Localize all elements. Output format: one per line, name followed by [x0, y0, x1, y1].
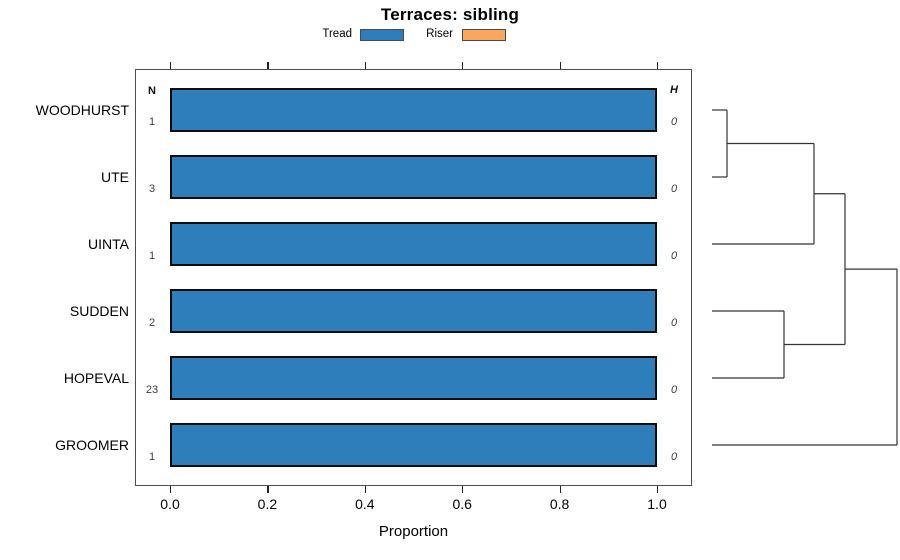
h-value: 0	[670, 451, 678, 463]
h-value: 0	[670, 183, 678, 195]
bar-segment-tread	[170, 356, 657, 400]
axis-tick-top	[559, 62, 561, 69]
category-label: WOODHURST	[35, 102, 129, 118]
axis-tick-bottom	[170, 486, 172, 493]
legend-label-tread: Tread	[322, 28, 352, 40]
axis-tick-bottom	[559, 486, 561, 493]
category-label: HOPEVAL	[63, 370, 129, 386]
bar-segment-tread	[170, 423, 657, 467]
category-label: SUDDEN	[69, 303, 129, 319]
axis-tick-bottom	[364, 486, 367, 493]
axis-tick-top	[267, 62, 269, 69]
x-tick-label: 0.6	[452, 496, 472, 512]
x-tick-label: 0.4	[355, 496, 375, 512]
legend-label-riser: Riser	[426, 28, 453, 40]
x-tick-label: 0.8	[549, 496, 570, 512]
h-value: 0	[670, 384, 678, 396]
legend-swatch-tread	[360, 29, 404, 41]
h-value: 0	[670, 317, 678, 329]
category-label: UINTA	[88, 236, 129, 252]
x-tick-label: 0.2	[257, 496, 278, 512]
h-column-header: H	[670, 84, 678, 96]
bar-segment-tread	[170, 222, 657, 266]
x-axis-title: Proportion	[378, 523, 449, 540]
x-tick-label: 1.0	[647, 496, 667, 512]
plot-area-frame	[135, 69, 692, 486]
category-label: UTE	[101, 169, 129, 185]
axis-tick-top	[364, 62, 367, 69]
axis-tick-top	[657, 62, 659, 69]
n-value: 2	[148, 317, 156, 329]
x-tick-label: 0.0	[160, 496, 180, 512]
n-value: 1	[148, 451, 156, 463]
axis-tick-bottom	[657, 486, 659, 493]
bar-segment-tread	[170, 155, 657, 199]
h-value: 0	[670, 250, 678, 262]
axis-tick-bottom	[267, 486, 269, 493]
n-value: 1	[148, 250, 156, 262]
chart-title: Terraces: sibling	[380, 5, 520, 24]
bar-segment-tread	[170, 289, 657, 333]
n-value: 1	[148, 116, 156, 128]
bar-segment-tread	[170, 88, 657, 132]
axis-tick-top	[170, 62, 172, 69]
legend-swatch-riser	[462, 29, 506, 41]
n-value: 23	[145, 384, 159, 396]
h-value: 0	[670, 116, 678, 128]
n-value: 3	[148, 183, 156, 195]
n-column-header: N	[148, 85, 156, 97]
category-label: GROOMER	[55, 437, 129, 453]
axis-tick-top	[462, 62, 464, 69]
axis-tick-bottom	[462, 486, 464, 493]
